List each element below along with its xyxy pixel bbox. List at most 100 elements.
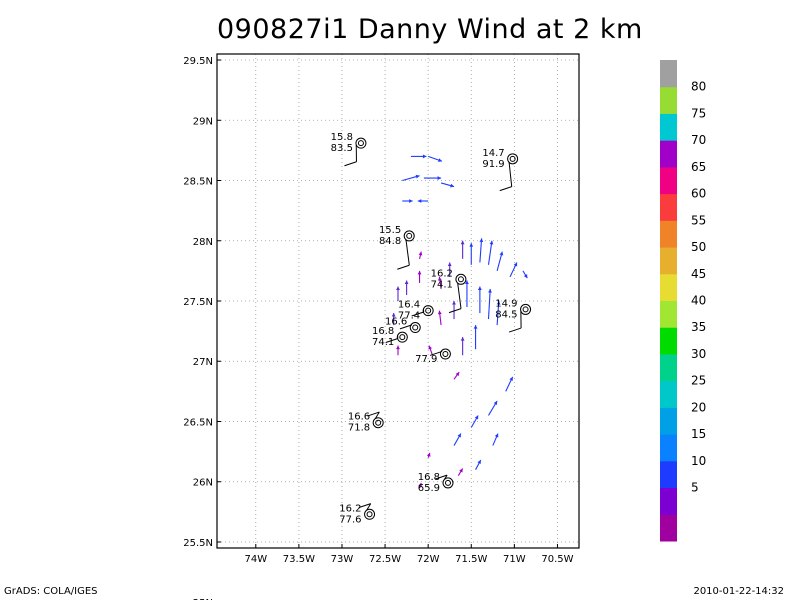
colorbar-swatch bbox=[660, 460, 677, 489]
colorbar-label: 50 bbox=[691, 240, 706, 254]
wind-vector-head bbox=[437, 176, 442, 181]
wind-vector bbox=[428, 345, 433, 356]
station-plot: 16.274.1 bbox=[431, 268, 467, 314]
wind-vector bbox=[396, 345, 400, 356]
station-plot: 16.865.9 bbox=[418, 472, 454, 494]
wind-vector bbox=[402, 199, 413, 203]
station-dot bbox=[509, 155, 516, 162]
wind-vector-head bbox=[473, 325, 478, 329]
wind-vector bbox=[460, 240, 465, 259]
wind-vector-head bbox=[474, 415, 479, 420]
wind-vector bbox=[423, 176, 442, 181]
wind-barb-staff bbox=[457, 283, 462, 309]
station-ring bbox=[396, 331, 408, 343]
colorbar-label: 35 bbox=[691, 320, 706, 334]
wind-vector-shaft bbox=[487, 240, 493, 265]
wind-barb-flag bbox=[429, 350, 443, 356]
wind-vector bbox=[496, 251, 504, 272]
wind-barb-flag bbox=[499, 186, 512, 192]
wind-barb-staff bbox=[374, 411, 380, 419]
station-ring bbox=[507, 153, 519, 165]
wind-vector bbox=[457, 468, 464, 476]
colorbar-swatch bbox=[660, 113, 677, 141]
wind-vector bbox=[418, 251, 423, 259]
colorbar-label: 70 bbox=[691, 133, 706, 147]
wind-vector-head bbox=[513, 262, 518, 267]
x-tick-label: 71.5W bbox=[455, 554, 487, 565]
colorbar-swatch bbox=[660, 60, 677, 88]
colorbar-swatch bbox=[660, 247, 677, 275]
colorbar-swatch bbox=[660, 273, 677, 301]
wind-vector-head bbox=[417, 199, 422, 203]
station-plot: 16.6 bbox=[385, 317, 421, 334]
wind-vector-head bbox=[460, 240, 465, 245]
wind-vectors bbox=[391, 154, 528, 488]
colorbar-swatch bbox=[660, 300, 677, 328]
station-value-bottom: 91.9 bbox=[482, 159, 504, 170]
wind-vector-head bbox=[489, 240, 494, 245]
wind-vector bbox=[417, 270, 422, 283]
station-plots: 15.883.5 14.791.915.584.816.274.114.984.5… bbox=[331, 132, 532, 525]
wind-barb-flag bbox=[411, 311, 424, 317]
x-tick-label: 73W bbox=[331, 554, 354, 565]
station-plot: 16.277.6 bbox=[339, 503, 376, 525]
wind-vector-head bbox=[493, 401, 498, 406]
station-ring bbox=[364, 508, 376, 520]
wind-vector bbox=[487, 240, 494, 265]
y-axis: 25N 25.5N 26N 26.5N 27N 27.5N 28N 28.5N 29N 29.5N bbox=[183, 56, 221, 600]
wind-vector bbox=[496, 300, 501, 326]
wind-vector bbox=[391, 313, 396, 326]
x-tick-label: 72W bbox=[417, 554, 440, 565]
station-value-top: 15.8 bbox=[331, 132, 353, 143]
station-dot bbox=[442, 351, 449, 358]
station-value-top: 16.6 bbox=[385, 317, 407, 328]
station-value-bottom: 71.8 bbox=[348, 423, 370, 434]
station-ring bbox=[355, 137, 367, 149]
wind-barb-staff bbox=[405, 239, 410, 266]
station-dot bbox=[406, 232, 413, 239]
colorbar-label: 60 bbox=[691, 187, 706, 201]
station-ring bbox=[442, 477, 454, 489]
station-plot: 77.9 bbox=[415, 348, 451, 365]
station-ring bbox=[520, 303, 532, 315]
wind-vector-head bbox=[447, 262, 452, 266]
station-value-top: 16.2 bbox=[431, 268, 453, 279]
colorbar-label: 30 bbox=[691, 347, 706, 361]
colorbar-swatch bbox=[660, 86, 677, 114]
wind-vector-head bbox=[426, 452, 431, 457]
colorbar-label: 65 bbox=[691, 160, 706, 174]
wind-vector bbox=[470, 415, 479, 428]
colorbar-swatch bbox=[660, 140, 677, 168]
y-tick-label: 25N bbox=[193, 598, 213, 600]
colorbar-swatch bbox=[660, 380, 677, 408]
wind-vector bbox=[475, 459, 482, 470]
wind-vector bbox=[396, 286, 400, 301]
station-dot bbox=[366, 511, 373, 518]
station-value-top: 16.4 bbox=[398, 300, 420, 311]
station-ring bbox=[439, 348, 451, 360]
wind-vector bbox=[418, 482, 422, 488]
wind-vector-head bbox=[509, 376, 513, 381]
wind-vector bbox=[509, 262, 518, 278]
wind-vector bbox=[404, 280, 409, 295]
wind-vector bbox=[427, 155, 443, 162]
wind-vector-head bbox=[422, 154, 427, 159]
station-dot bbox=[399, 334, 406, 341]
colorbar-label: 20 bbox=[691, 400, 706, 414]
wind-vector-head bbox=[477, 286, 482, 291]
wind-vector bbox=[437, 276, 442, 290]
wind-barb-staff bbox=[444, 474, 448, 480]
station-value-bottom: 77.6 bbox=[339, 514, 361, 525]
wind-vector-head bbox=[455, 372, 460, 377]
wind-barb-flag bbox=[448, 308, 462, 314]
wind-barb-staff bbox=[508, 162, 513, 187]
wind-vector-head bbox=[496, 301, 501, 305]
wind-vector-shaft bbox=[479, 238, 483, 263]
station-value-bottom: 77.9 bbox=[415, 354, 437, 365]
wind-vector bbox=[426, 452, 431, 458]
station-value-bottom: 84.5 bbox=[495, 309, 517, 320]
x-tick-label: 74W bbox=[244, 554, 267, 565]
station-value-bottom: 83.5 bbox=[331, 143, 353, 154]
station-plot: 16.874.1 bbox=[372, 326, 408, 348]
wind-vector-head bbox=[457, 433, 461, 438]
